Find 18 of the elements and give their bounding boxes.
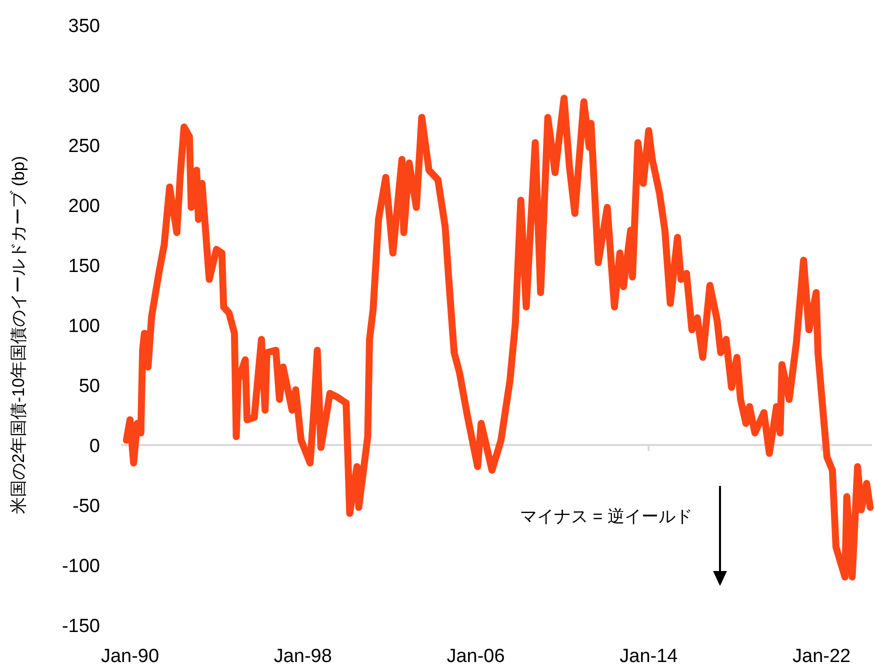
x-tick-label: Jan-90: [100, 646, 160, 666]
y-tick-label: 100: [68, 316, 100, 337]
x-tick-label: Jan-14: [620, 646, 678, 666]
x-tick-label: Jan-06: [446, 646, 505, 666]
y-tick-label: -50: [72, 496, 100, 517]
x-tick-label: Jan-98: [274, 646, 332, 666]
y-tick-label: -150: [62, 616, 100, 637]
y-tick-label: 250: [68, 136, 100, 157]
annotation: マイナス = 逆イールド: [520, 507, 692, 526]
y-tick-label: -100: [62, 556, 100, 577]
y-tick-label: 300: [68, 76, 100, 97]
y-tick-label: 0: [89, 436, 100, 457]
x-tick-label: Jan-22: [792, 646, 851, 666]
y-tick-label: 200: [68, 196, 100, 217]
y-tick-label: 50: [78, 376, 100, 397]
y-axis-title: 米国の2年国債-10年国債のイールドカーブ (bp): [9, 156, 28, 514]
y-tick-label: 350: [68, 16, 100, 37]
y-tick-label: 150: [68, 256, 100, 277]
